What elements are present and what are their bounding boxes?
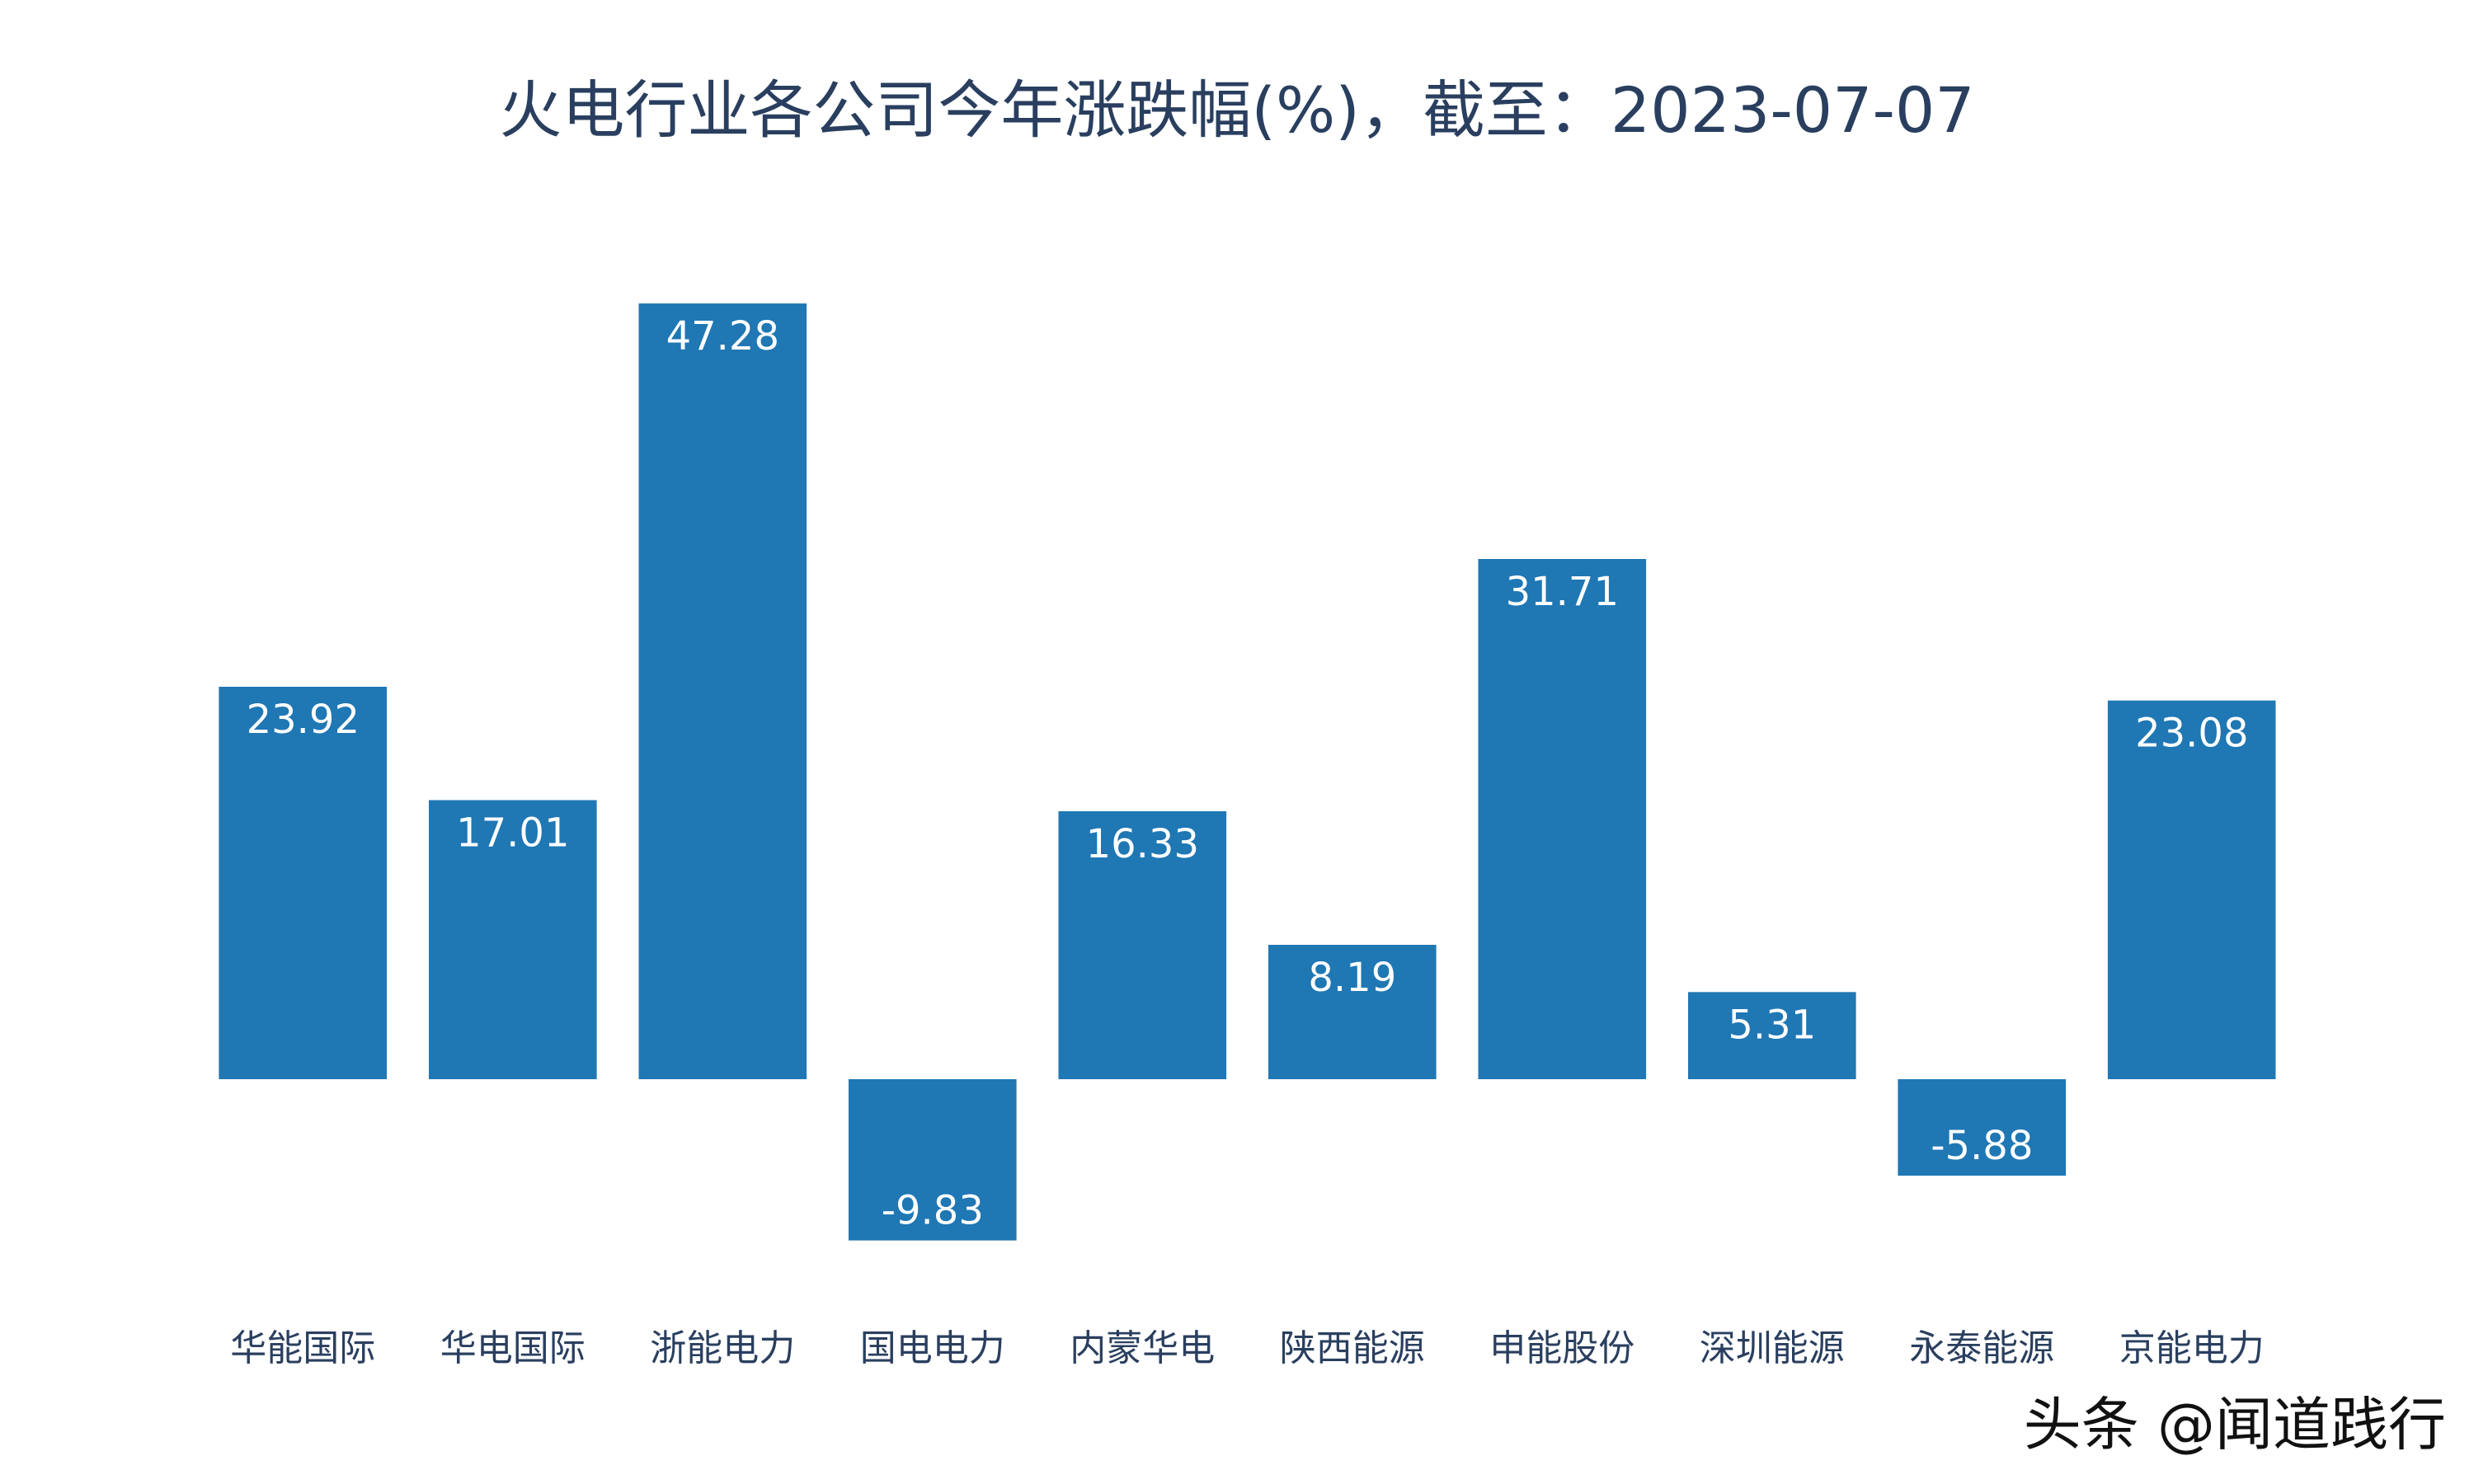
bar-value-label-8: 5.31 <box>1728 1002 1816 1048</box>
bar-2 <box>429 800 597 1079</box>
bar-9 <box>1898 1079 2066 1176</box>
chart-title: 火电行业各公司今年涨跌幅(%)，截至：2023-07-07 <box>499 73 1974 147</box>
category-label-10: 京能电力 <box>2119 1327 2265 1369</box>
bar-value-label-5: 16.33 <box>1086 821 1199 867</box>
bar-7 <box>1478 559 1647 1079</box>
category-label-8: 深圳能源 <box>1700 1327 1845 1369</box>
category-label-3: 浙能电力 <box>650 1327 795 1369</box>
bar-6 <box>1268 945 1437 1079</box>
category-label-4: 国电电力 <box>860 1327 1005 1369</box>
bar-value-label-7: 31.71 <box>1506 569 1619 615</box>
bar-10 <box>2107 700 2276 1079</box>
bar-value-label-10: 23.08 <box>2135 711 2248 757</box>
bar-value-label-2: 17.01 <box>456 810 569 857</box>
category-label-9: 永泰能源 <box>1909 1327 2054 1369</box>
category-label-7: 申能股份 <box>1489 1327 1634 1369</box>
bars-group <box>219 303 2276 1241</box>
bar-4 <box>849 1079 1017 1241</box>
category-label-1: 华能国际 <box>230 1327 375 1369</box>
bar-value-label-4: -9.83 <box>882 1188 984 1234</box>
category-label-6: 陕西能源 <box>1280 1327 1425 1369</box>
bar-value-label-9: -5.88 <box>1931 1123 2033 1169</box>
bar-1 <box>219 687 387 1079</box>
bar-labels-group: 23.92 17.01 47.28 -9.83 16.33 8.19 31.71 5.31 -5… <box>247 313 2249 1234</box>
bar-5 <box>1058 811 1227 1079</box>
bar-3 <box>638 303 807 1080</box>
bar-8 <box>1688 992 1856 1079</box>
bar-value-label-3: 47.28 <box>666 313 779 359</box>
category-labels-group: 华能国际 华电国际 浙能电力 国电电力 内蒙华电 陕西能源 申能股份 深圳能源 永泰能源 京能电力 <box>230 1327 2265 1369</box>
category-label-5: 内蒙华电 <box>1070 1327 1215 1369</box>
bar-value-label-6: 8.19 <box>1308 955 1396 1001</box>
bar-value-label-1: 23.92 <box>247 697 360 743</box>
watermark-text: 头条 @闻道践行 <box>2024 1391 2446 1458</box>
category-label-2: 华电国际 <box>440 1327 586 1369</box>
